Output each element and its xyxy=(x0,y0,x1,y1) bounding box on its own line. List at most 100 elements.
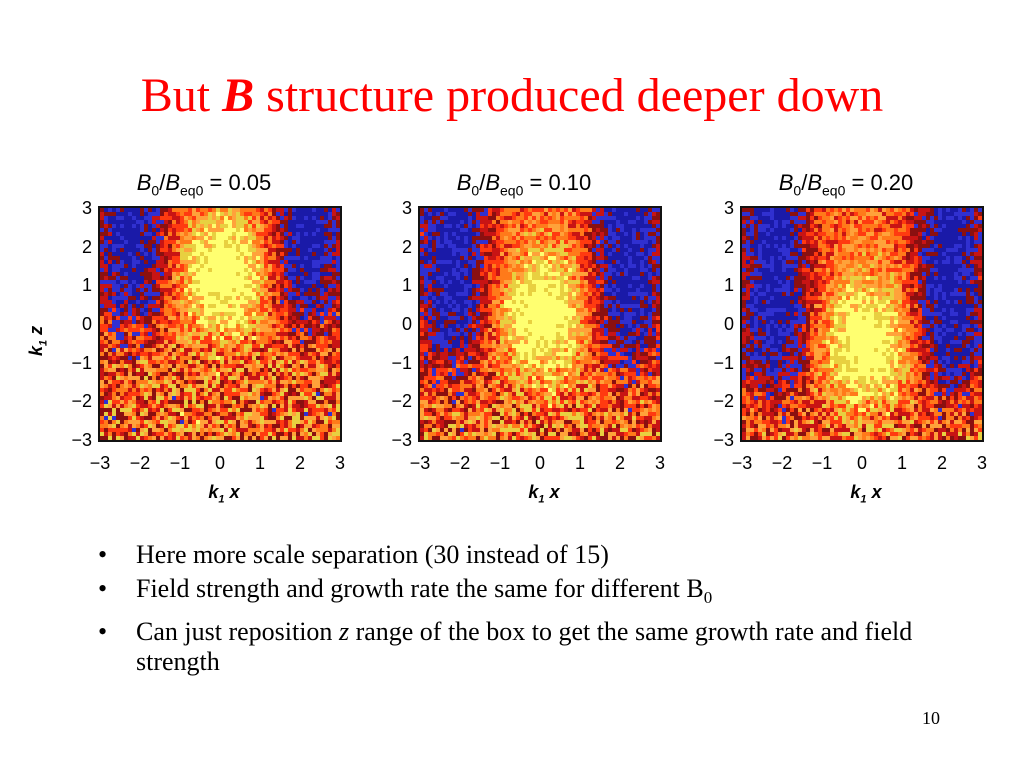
panel-title-part: 0 xyxy=(471,182,480,199)
heatmap-cell xyxy=(140,352,145,357)
heatmap-cell xyxy=(268,248,273,253)
heatmap-cell xyxy=(120,308,125,313)
heatmap-cell xyxy=(188,372,193,377)
heatmap-cell xyxy=(504,268,509,273)
heatmap-cell xyxy=(280,404,285,409)
heatmap-cell xyxy=(608,284,613,289)
heatmap-cell xyxy=(620,216,625,221)
heatmap-cell xyxy=(312,352,317,357)
heatmap-cell xyxy=(452,216,457,221)
heatmap-cell xyxy=(244,292,249,297)
heatmap-cell xyxy=(108,352,113,357)
heatmap-cell xyxy=(112,416,117,421)
heatmap-cell xyxy=(204,336,209,341)
heatmap-cell xyxy=(284,328,289,333)
heatmap-cell xyxy=(108,360,113,365)
heatmap-cell xyxy=(224,304,229,309)
heatmap-cell xyxy=(528,272,533,277)
heatmap-cell xyxy=(124,300,129,305)
heatmap-cell xyxy=(188,292,193,297)
heatmap-cell xyxy=(100,252,105,257)
heatmap-cell xyxy=(152,268,157,273)
heatmap-cell xyxy=(440,244,445,249)
heatmap-cell xyxy=(188,280,193,285)
heatmap-cell xyxy=(268,220,273,225)
heatmap-cell xyxy=(148,212,153,217)
heatmap-cell xyxy=(164,408,169,413)
heatmap-cell xyxy=(552,264,557,269)
heatmap-cell xyxy=(652,268,657,273)
heatmap-cell xyxy=(336,356,340,361)
heatmap-cell xyxy=(644,216,649,221)
heatmap-cell xyxy=(516,228,521,233)
heatmap-cell xyxy=(244,328,249,333)
heatmap-cell xyxy=(464,248,469,253)
heatmap-cell xyxy=(472,276,477,281)
heatmap-cell xyxy=(184,224,189,229)
heatmap-cell xyxy=(332,248,337,253)
heatmap-cell xyxy=(272,400,277,405)
heatmap-cell xyxy=(308,328,313,333)
heatmap-cell xyxy=(224,224,229,229)
heatmap-cell xyxy=(536,260,541,265)
heatmap-cell xyxy=(308,404,313,409)
heatmap-cell xyxy=(160,332,165,337)
heatmap-cell xyxy=(216,228,221,233)
heatmap-cell xyxy=(420,260,425,265)
heatmap-cell xyxy=(292,228,297,233)
heatmap-cell xyxy=(420,212,425,217)
heatmap-cell xyxy=(220,224,225,229)
heatmap-cell xyxy=(568,248,573,253)
heatmap-cell xyxy=(224,276,229,281)
heatmap-cell xyxy=(168,268,173,273)
heatmap-cell xyxy=(268,312,273,317)
heatmap-cell xyxy=(288,328,293,333)
heatmap-cell xyxy=(172,244,177,249)
heatmap-cell xyxy=(240,384,245,389)
heatmap-cell xyxy=(120,224,125,229)
heatmap-cell xyxy=(120,220,125,225)
heatmap-cell xyxy=(184,332,189,337)
heatmap-cell xyxy=(272,232,277,237)
heatmap-cell xyxy=(212,416,217,421)
heatmap-cell xyxy=(100,368,105,373)
heatmap-cell xyxy=(596,212,601,217)
heatmap-cell xyxy=(224,436,229,440)
heatmap-cell xyxy=(124,368,129,373)
heatmap-cell xyxy=(424,256,429,261)
heatmap-cell xyxy=(232,228,237,233)
heatmap-cell xyxy=(584,260,589,265)
heatmap-cell xyxy=(528,208,533,213)
heatmap-cell xyxy=(212,408,217,413)
heatmap-cell xyxy=(292,408,297,413)
heatmap-cell xyxy=(512,264,517,269)
heatmap-cell xyxy=(620,292,625,297)
heatmap-cell xyxy=(260,240,265,245)
heatmap-cell xyxy=(164,388,169,393)
heatmap-cell xyxy=(236,232,241,237)
heatmap-cell xyxy=(152,248,157,253)
x-tick-label: −3 xyxy=(89,453,111,473)
heatmap-cell xyxy=(524,288,529,293)
heatmap-cell xyxy=(596,220,601,225)
heatmap-cell xyxy=(152,364,157,369)
heatmap-cell xyxy=(156,252,161,257)
heatmap-cell xyxy=(292,360,297,365)
heatmap-cell xyxy=(176,424,181,429)
heatmap-cell xyxy=(476,244,481,249)
heatmap-cell xyxy=(540,304,545,309)
heatmap-cell xyxy=(656,276,660,281)
heatmap-cell xyxy=(100,260,105,265)
heatmap-cell xyxy=(200,396,205,401)
heatmap-cell xyxy=(144,436,149,440)
heatmap-cell xyxy=(608,244,613,249)
heatmap-cell xyxy=(248,220,253,225)
heatmap-cell xyxy=(436,304,441,309)
heatmap-cell xyxy=(172,384,177,389)
heatmap-cell xyxy=(168,300,173,305)
heatmap-cell xyxy=(332,280,337,285)
heatmap-cell xyxy=(160,304,165,309)
heatmap-cell xyxy=(284,364,289,369)
heatmap-cell xyxy=(508,260,513,265)
heatmap-cell xyxy=(452,296,457,301)
